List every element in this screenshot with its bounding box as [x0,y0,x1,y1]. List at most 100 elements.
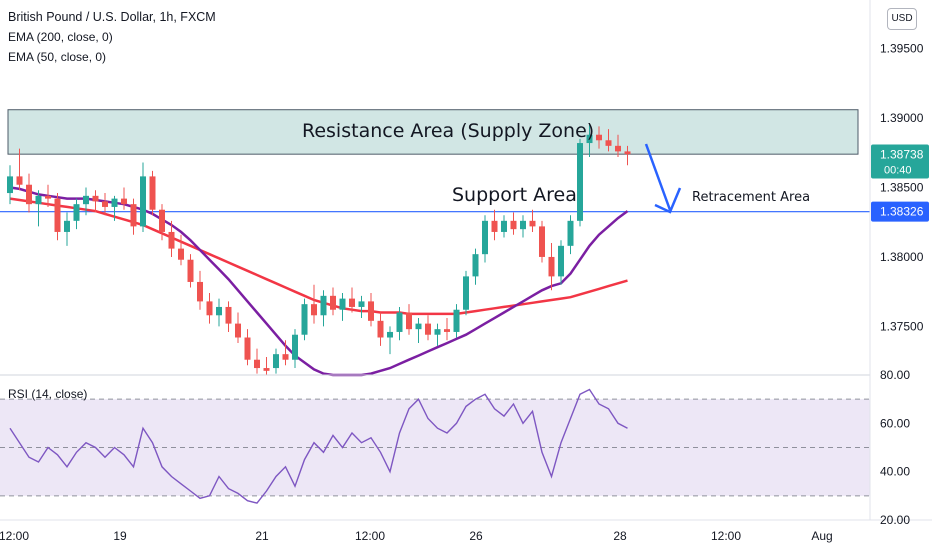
time-tick-label: Aug [811,529,832,543]
candle-body [577,143,583,221]
candle [501,215,507,238]
candle-body [558,245,564,277]
candle [529,209,536,232]
ema50-line [9,186,629,377]
candle [358,295,365,319]
candle [396,306,403,341]
candle-body [510,220,517,230]
price-tick-label: 1.38000 [880,250,924,264]
candle [254,348,260,374]
candle [244,329,251,366]
arrow-head [654,187,682,214]
candle-body [501,220,507,232]
candle-body [615,145,621,152]
ema50-legend: EMA (50, close, 0) [8,50,107,64]
candle [102,193,108,216]
candle-body [368,301,374,321]
candle [73,198,80,230]
candle [444,318,450,341]
last-price-tag: 1.38738 00:40 [871,144,929,179]
candle-body [225,306,232,324]
candle-body [624,151,631,155]
candle [225,301,232,332]
candle-body [263,368,270,371]
candle [567,215,574,255]
candle [45,184,51,207]
candle-body [472,254,479,277]
candle [149,170,156,216]
candle [368,293,374,327]
candle-body [358,301,365,307]
resistance-label: Resistance Area (Supply Zone) [302,120,595,142]
price-tick-label: 1.38500 [880,181,924,195]
candle-body [520,220,526,230]
time-tick-label: 19 [113,529,127,543]
countdown-label: 00:40 [884,164,912,176]
candle-body [73,204,80,221]
candle [330,287,336,316]
rsi-tick-label: 80.00 [880,368,910,382]
candle-body [529,220,536,227]
candle [415,318,422,344]
rsi-line [9,388,628,504]
rsi-tick-label: 20.00 [880,513,910,527]
candle-body [83,195,89,205]
candle [35,190,42,227]
candle [168,220,175,257]
last-price-tag-bg [871,144,929,179]
candle-body [453,309,460,332]
candle-body [273,354,279,369]
candle [387,326,393,355]
candle-body [178,248,184,260]
price-tick-label: 1.39500 [880,42,924,56]
supply-zone [7,109,859,155]
candle [54,193,61,241]
candle [558,240,564,285]
candle-body [197,281,203,302]
candle-body [311,304,317,316]
candle-body [16,176,23,185]
candle [339,293,346,321]
candle [406,304,412,335]
candle [216,298,222,327]
candle-body [539,226,545,257]
candle-body [596,134,602,141]
candle [520,215,526,238]
candle [273,348,279,374]
ema200-line [9,197,628,316]
time-tick-label: 12:00 [711,529,741,543]
candle-body [111,198,118,207]
currency-button[interactable]: USD [887,8,917,30]
candle [282,340,289,366]
candle-body [282,354,289,360]
candle-body [235,323,241,338]
support-tag-bg [871,201,929,222]
candle-body [206,301,213,316]
rsi-tick-label: 40.00 [880,465,910,479]
candle-body [425,323,431,335]
candle-body [548,256,555,277]
candle [586,123,593,157]
candle [140,162,146,232]
time-tick-label: 12:00 [355,529,385,543]
candle [92,190,99,213]
candle [64,212,70,246]
candle [187,254,194,288]
candle-body [387,331,393,338]
candle [510,212,517,235]
candle [472,248,479,285]
candle-body [434,329,441,335]
candle-body [7,176,13,194]
candle [349,287,355,313]
candle [491,209,498,241]
candle [130,198,137,235]
candle [263,356,270,375]
candle-body [92,195,99,202]
candle [16,148,23,191]
retracement-arrow [644,143,682,214]
candle [320,290,327,327]
candle [301,298,308,341]
candle [463,270,469,316]
candle [624,145,631,166]
